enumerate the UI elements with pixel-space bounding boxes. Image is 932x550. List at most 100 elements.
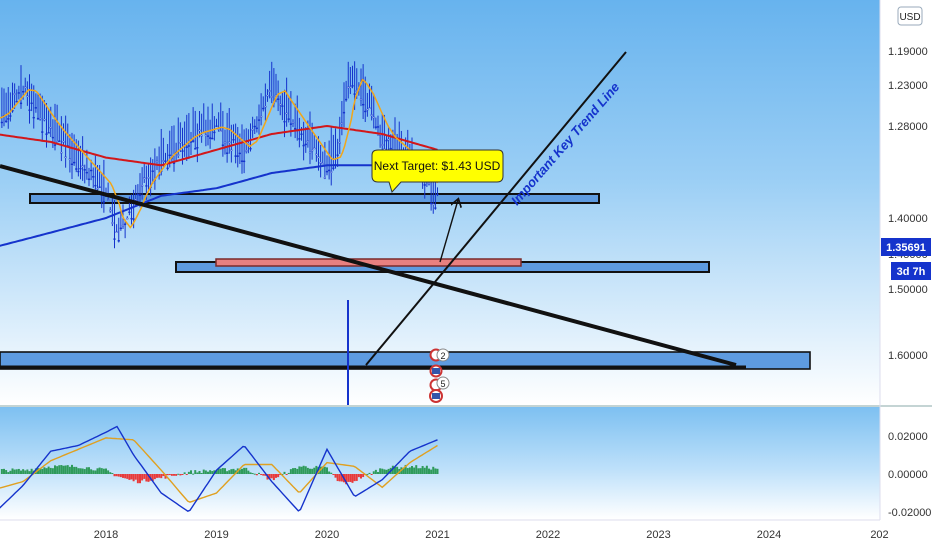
currency-label: USD: [899, 12, 920, 23]
oscillator-bar: [304, 466, 307, 474]
oscillator-bar: [345, 474, 348, 485]
oscillator-bar: [425, 465, 428, 474]
oscillator-bar: [117, 474, 120, 477]
candle-body: [236, 155, 239, 157]
candle-body: [234, 155, 237, 157]
oscillator-bar: [289, 469, 292, 474]
oscillator-bar: [387, 468, 390, 474]
oscillator-bar: [81, 468, 84, 474]
oscillator-bar: [283, 471, 286, 474]
oscillator-bar: [73, 466, 76, 474]
candle-body: [58, 140, 61, 142]
oscillator-bar: [253, 473, 256, 475]
candle-body: [321, 163, 324, 165]
oscillator-bar: [219, 468, 222, 474]
candle-body: [168, 154, 171, 157]
oscillator-bar: [306, 467, 309, 474]
candle-body: [294, 128, 297, 130]
oscillator-bar: [415, 465, 418, 474]
oscillator-bar: [406, 468, 409, 474]
candle-body: [359, 98, 363, 101]
candle-body: [330, 171, 333, 173]
oscillator-bar: [43, 467, 46, 474]
oscillator-bar: [296, 468, 299, 474]
oscillator-bar: [105, 468, 107, 474]
oscillator-bar: [92, 470, 95, 474]
candle-body: [9, 115, 12, 117]
oscillator-bar: [109, 472, 112, 474]
candle-body: [138, 194, 142, 197]
oscillator-bar: [170, 474, 173, 476]
oscillator-bar: [323, 466, 326, 474]
oscillator-bar: [421, 465, 424, 474]
candle-body: [432, 203, 435, 205]
candle-body: [268, 90, 271, 92]
candle-body: [255, 127, 258, 129]
oscillator-bar: [132, 474, 135, 482]
candle-body: [319, 162, 322, 164]
oscillator-bar: [294, 467, 297, 474]
event-marker-2[interactable]: 5: [429, 376, 450, 392]
oscillator-bar: [153, 474, 156, 480]
target-callout[interactable]: Next Target: $1.43 USD: [371, 149, 504, 193]
oscillator-bar: [247, 470, 250, 474]
candle-body: [279, 103, 282, 106]
oscillator-bar: [66, 465, 69, 474]
oscillator-bar: [328, 471, 331, 474]
oscillator-tick-label: -0.02000: [888, 507, 931, 519]
flag-icon[interactable]: [429, 389, 443, 403]
flag-icon[interactable]: [429, 364, 443, 378]
oscillator-bar: [275, 474, 277, 478]
oscillator-bar: [255, 474, 258, 476]
candle-body: [177, 154, 180, 156]
oscillator-bar: [428, 468, 430, 474]
oscillator-bar: [287, 472, 290, 474]
oscillator-bar: [175, 474, 178, 476]
candle-body: [266, 95, 269, 97]
oscillator-bar: [30, 468, 33, 474]
oscillator-bar: [51, 468, 54, 474]
oscillator-bar: [272, 474, 275, 481]
candle-body: [349, 86, 352, 88]
candle-body: [24, 86, 27, 89]
oscillator-bar: [54, 465, 56, 474]
candle-body: [26, 95, 29, 97]
candle-body: [19, 102, 23, 105]
oscillator-bar: [198, 470, 201, 474]
oscillator-bar: [136, 474, 139, 484]
candle-body: [141, 185, 144, 187]
oscillator-bar: [0, 469, 3, 474]
candle-body: [136, 193, 139, 196]
oscillator-bar: [374, 469, 377, 474]
oscillator-bar: [430, 469, 433, 474]
oscillator-bar: [241, 468, 243, 474]
candle-body: [43, 118, 46, 121]
oscillator-bar: [139, 474, 141, 484]
oscillator-bar: [156, 474, 158, 478]
oscillator-bar: [190, 470, 192, 474]
oscillator-bar: [330, 472, 333, 474]
candle-body: [145, 185, 148, 187]
candle-body: [73, 161, 76, 164]
candle-body: [287, 118, 290, 120]
oscillator-bar: [173, 474, 175, 476]
oscillator-bar: [309, 468, 311, 474]
candle-body: [381, 144, 384, 146]
candle-body: [289, 123, 292, 125]
oscillator-bar: [20, 470, 22, 474]
candle-body: [345, 98, 348, 101]
oscillator-bar: [71, 464, 73, 474]
event-marker-1[interactable]: 2: [429, 348, 450, 362]
candle-body: [200, 135, 203, 137]
oscillator-bar: [13, 469, 16, 474]
oscillator-bar: [226, 471, 229, 474]
candle-body: [75, 168, 78, 170]
candle-body: [94, 184, 97, 187]
currency-button[interactable]: USD: [897, 6, 923, 26]
oscillator-bar: [423, 467, 426, 474]
candle-body: [77, 170, 80, 173]
oscillator-bar: [336, 474, 339, 482]
candle-body: [60, 152, 63, 154]
candle-body: [98, 186, 101, 188]
